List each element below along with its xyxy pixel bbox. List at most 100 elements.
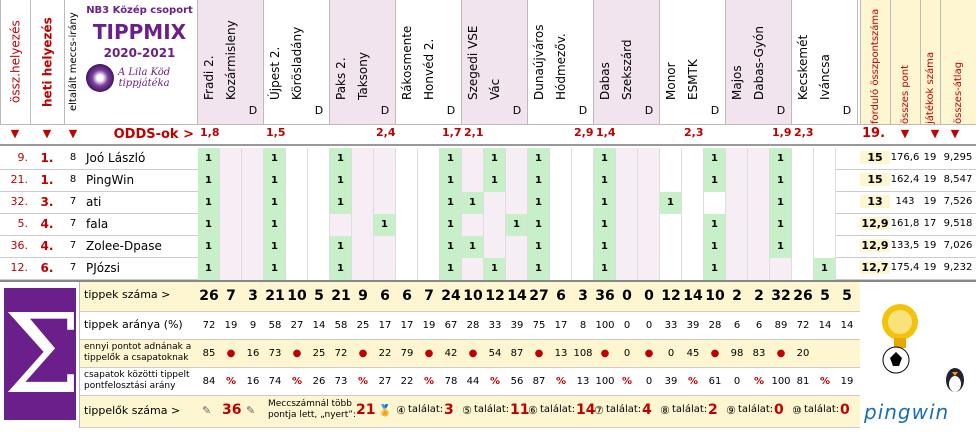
- tip-cell: 1: [330, 170, 352, 192]
- heti-helyezes: 1.: [40, 151, 54, 165]
- sort-arrow-icon[interactable]: ▼: [42, 127, 52, 140]
- tip-cell: 1: [264, 148, 286, 170]
- talalat-word: találat:: [408, 404, 444, 415]
- player-name[interactable]: PJózsi: [86, 261, 121, 275]
- tip-cell: [242, 148, 264, 170]
- meccs-value: 21: [356, 402, 376, 418]
- tip-cell: [506, 192, 528, 214]
- tip-cell: 1: [198, 236, 220, 258]
- sort-arrow-icon[interactable]: ▼: [900, 127, 910, 140]
- heti-helyezes: 4.: [40, 239, 54, 253]
- odds-value: 1,9: [772, 126, 792, 139]
- tip-cell: [242, 170, 264, 192]
- tip-cell: [308, 258, 330, 280]
- round-points: 12,9: [860, 217, 890, 230]
- tip-ratio: 33: [664, 320, 678, 331]
- tip-cell: 1: [440, 148, 462, 170]
- split-ratio: 44: [466, 376, 480, 387]
- odds-value: 1,5: [266, 126, 286, 139]
- eltalalt: 7: [69, 218, 77, 229]
- point-distribution: 45: [686, 348, 700, 359]
- tip-cell: [462, 148, 484, 170]
- tip-cell: [660, 214, 682, 236]
- odds-value: 2,4: [376, 126, 396, 139]
- talalat-value: 2: [708, 402, 718, 418]
- tip-count: 7: [424, 288, 434, 304]
- draw-label: D: [446, 104, 456, 117]
- tip-cell: 1: [484, 148, 506, 170]
- player-name[interactable]: Zolee-Dpase: [86, 239, 162, 253]
- tip-cell: 1: [330, 192, 352, 214]
- tip-cell: 1: [198, 258, 220, 280]
- tip-cell: [792, 192, 814, 214]
- player-name[interactable]: fala: [86, 217, 109, 231]
- draw-label: D: [842, 104, 852, 117]
- tip-cell: [396, 258, 418, 280]
- tip-ratio: 25: [356, 320, 370, 331]
- tip-ratio: 58: [268, 320, 282, 331]
- tip-cell: [220, 148, 242, 170]
- point-distribution: ●: [534, 348, 544, 359]
- away-team-label: Kozármisleny: [224, 20, 238, 100]
- tip-cell: [726, 214, 748, 236]
- ossz-helyezes: 32.: [10, 195, 29, 208]
- tip-cell: [330, 214, 352, 236]
- tip-cell: [396, 192, 418, 214]
- point-distribution: 0: [667, 348, 675, 359]
- split-ratio: %: [291, 376, 303, 387]
- tip-cell: [352, 236, 374, 258]
- point-distribution: ●: [226, 348, 236, 359]
- split-ratio: 100: [595, 376, 615, 387]
- tip-cell: [814, 192, 836, 214]
- split-ratio: 0: [645, 376, 653, 387]
- talalat-number: ⑥: [528, 404, 538, 417]
- sort-arrow-icon[interactable]: ▼: [930, 127, 940, 140]
- odds-value: 1,8: [200, 126, 220, 139]
- point-distribution: ●: [776, 348, 786, 359]
- point-distribution: ●: [600, 348, 610, 359]
- split-ratio: %: [555, 376, 567, 387]
- away-team-label: Vác: [488, 78, 502, 100]
- tip-cell: [748, 148, 770, 170]
- talalat-number: ⑩: [792, 404, 802, 417]
- point-distribution: 108: [573, 348, 593, 359]
- tip-cell: [506, 236, 528, 258]
- match-header-bg: [726, 0, 792, 124]
- split-ratio: 22: [400, 376, 414, 387]
- tip-ratio: 17: [554, 320, 568, 331]
- sort-arrow-icon[interactable]: ▼: [10, 127, 20, 140]
- stat-row: [80, 396, 860, 428]
- player-name[interactable]: PingWin: [86, 173, 135, 187]
- tip-cell: 1: [528, 170, 550, 192]
- talalat-number: ⑨: [726, 404, 736, 417]
- tip-cell: [286, 148, 308, 170]
- player-name[interactable]: Joó László: [86, 151, 146, 165]
- home-team-label: Újpest 2.: [268, 46, 282, 100]
- tip-cell: [242, 236, 264, 258]
- split-ratio: 61: [708, 376, 722, 387]
- tip-cell: 1: [330, 236, 352, 258]
- average: 9,295: [943, 152, 973, 163]
- sort-arrow-icon[interactable]: ▼: [950, 127, 960, 140]
- tip-cell: [660, 258, 682, 280]
- total-points: 175,4: [890, 262, 920, 273]
- tip-cell: [242, 192, 264, 214]
- tip-cell: 1: [264, 170, 286, 192]
- round-points: 13: [860, 195, 890, 208]
- odds-label: ODDS-ok >: [113, 127, 194, 142]
- tip-cell: [638, 148, 660, 170]
- tip-cell: [462, 170, 484, 192]
- point-distribution: 73: [268, 348, 282, 359]
- round-points: 12,9: [860, 239, 890, 252]
- tip-cell: 1: [440, 236, 462, 258]
- round-points: 15: [860, 151, 890, 164]
- point-distribution: 72: [334, 348, 348, 359]
- tip-cell: [484, 214, 506, 236]
- point-distribution: 85: [202, 348, 216, 359]
- average: 9,232: [943, 262, 973, 273]
- sort-arrow-icon[interactable]: ▼: [68, 127, 78, 140]
- player-name[interactable]: ati: [86, 195, 102, 209]
- tip-cell: [572, 170, 594, 192]
- talalat-word: találat:: [474, 404, 510, 415]
- tip-cell: [792, 236, 814, 258]
